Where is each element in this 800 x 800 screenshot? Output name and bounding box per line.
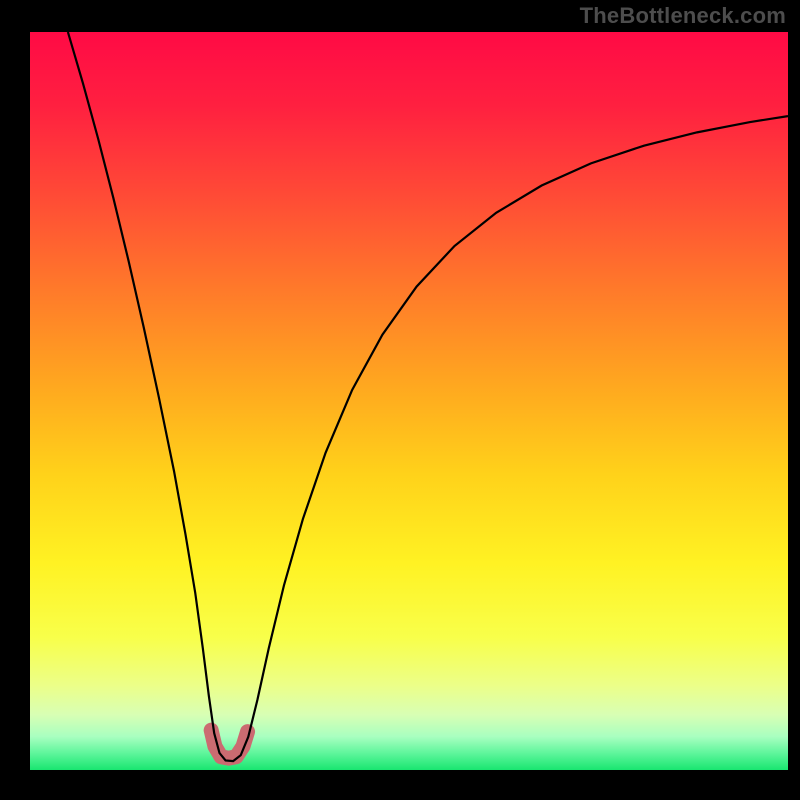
gradient-background bbox=[30, 32, 788, 770]
chart-svg bbox=[30, 32, 788, 770]
watermark-text: TheBottleneck.com bbox=[580, 3, 786, 29]
chart-plot-area bbox=[30, 32, 788, 770]
